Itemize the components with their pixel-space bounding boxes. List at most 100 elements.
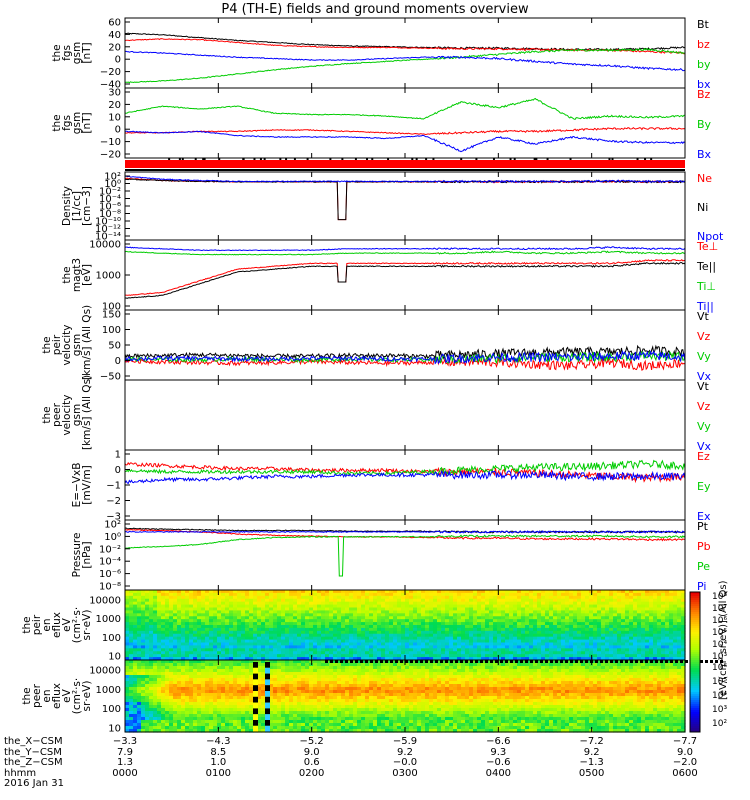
ephemeris-value-t: 0500 — [578, 767, 605, 779]
p2-ytick: 30 — [108, 88, 121, 99]
ephemeris-value-x: −3.3 — [112, 736, 138, 747]
colorbar — [689, 591, 701, 733]
quality-flag — [510, 660, 513, 663]
quality-flag — [480, 660, 483, 663]
quality-flag — [555, 660, 558, 663]
legend-p4-0: Te⊥ — [697, 240, 719, 253]
quality-flag — [645, 660, 648, 663]
colorbar-tick: 10³ — [712, 705, 728, 715]
electron-gap-mark — [265, 714, 270, 720]
ephemeris-label: the_Z−CSM — [4, 757, 63, 768]
electron-gap-mark — [253, 679, 258, 686]
ylabel-p8: Pressure [nPa] — [71, 532, 93, 578]
plot-title: P4 (TH-E) fields and ground moments over… — [221, 2, 529, 17]
panel-p7: 1 0 −1 −2 −3 — [106, 449, 686, 523]
quality-flag — [680, 660, 683, 663]
ephemeris-value-x: −5.2 — [299, 736, 324, 747]
colorbar-tick: 10⁵ — [712, 628, 728, 638]
legend-p1-0: Bt — [697, 18, 709, 31]
date-label: 2016 Jan 31 — [4, 778, 64, 789]
panel-p9 — [124, 589, 686, 661]
colorbar-tick: 10⁷ — [712, 604, 728, 614]
p1-ytick: 40 — [108, 30, 121, 41]
quality-flag — [350, 660, 353, 663]
p2-ytick: −20 — [100, 150, 121, 161]
colorbar-tick: 10⁶ — [712, 663, 728, 673]
ylabel-p1: the fgs gsm [nT] — [51, 41, 93, 65]
quality-flag — [340, 660, 343, 663]
quality-flag — [410, 660, 413, 663]
electron-gap-mark — [265, 720, 270, 726]
ephemeris-value-y: 8.5 — [210, 746, 227, 758]
electron-gap-mark — [253, 725, 258, 732]
p1-ytick: −20 — [100, 67, 121, 78]
frame-p8 — [124, 519, 686, 591]
p7-ytick: −2 — [106, 496, 121, 507]
legend-p6-0: Vt — [697, 380, 709, 393]
legend-p1-2: by — [697, 58, 711, 71]
p4-series-2 — [124, 250, 686, 256]
quality-flag — [420, 660, 423, 663]
quality-flag — [515, 660, 518, 663]
quality-flag — [525, 660, 528, 663]
ephemeris-value-z: −0.0 — [392, 757, 418, 768]
quality-flag — [415, 660, 418, 663]
quality-flag — [655, 660, 658, 663]
ylabel-p9: the peir en eflux eV (cm²·s· sr·eV) — [21, 606, 93, 644]
quality-flag — [565, 660, 568, 663]
quality-flag — [455, 660, 458, 663]
p7-series-2 — [124, 469, 686, 485]
ephemeris-value-x: −7.7 — [672, 736, 698, 747]
p7-series-0 — [124, 461, 686, 484]
electron-gap-mark — [253, 708, 258, 715]
p5-ytick: −50 — [100, 372, 121, 383]
ylabel-p3: Density [1/cc] [cm−3] — [61, 186, 93, 226]
legend-p3-1: Ni — [697, 201, 709, 214]
p5-ytick: 100 — [102, 325, 121, 336]
ephemeris-value-y: 9.3 — [490, 746, 507, 758]
quality-flag — [465, 660, 468, 663]
legend-p5-0: Vt — [697, 310, 709, 323]
p3-ytick: 10⁻¹⁴ — [95, 232, 121, 243]
ephemeris-value-y: 9.2 — [583, 746, 600, 758]
electron-gap-mark — [253, 673, 258, 680]
quality-flag — [660, 660, 663, 663]
ephemeris-label: hhmm — [4, 767, 37, 779]
quality-flag — [520, 660, 523, 663]
p3-series-1 — [124, 178, 686, 221]
electron-gap-mark — [265, 708, 270, 715]
quality-flag — [720, 660, 723, 663]
quality-flag — [595, 660, 598, 663]
p4-ytick: 100 — [102, 302, 121, 313]
ephemeris-value-t: 0300 — [392, 767, 418, 779]
heatmap-ytick: 100 — [102, 704, 121, 715]
ephemeris-value-t: 0600 — [672, 767, 698, 779]
ephemeris-value-z: −2.0 — [672, 757, 698, 768]
quality-flag — [435, 660, 438, 663]
p3-ytick: 10⁰ — [104, 179, 121, 190]
quality-flag — [560, 660, 563, 663]
p9-cells — [125, 590, 686, 661]
quality-flag — [545, 660, 548, 663]
p1-ytick: −40 — [100, 80, 121, 91]
p5-series-2 — [124, 350, 686, 365]
p3-series-2 — [124, 175, 686, 184]
legend-p1-1: bz — [697, 38, 710, 51]
ephemeris-label: the_Y−CSM — [4, 746, 62, 758]
quality-flag — [370, 660, 373, 663]
p1-series-1 — [124, 38, 686, 55]
ephemeris-column: −3.3 7.9 1.3 0000 — [95, 736, 155, 779]
legend-p6-2: Vy — [697, 420, 711, 433]
ephemeris-value-y: 7.9 — [117, 746, 133, 758]
p8-ytick: 10⁰ — [104, 532, 121, 543]
electron-gap-mark — [253, 714, 258, 720]
quality-flag — [390, 660, 393, 663]
quality-flag — [580, 660, 583, 663]
legend-p1-3: bx — [697, 78, 711, 91]
ylabel-p4: the magt3 [eV] — [61, 257, 93, 293]
quality-flag — [490, 660, 493, 663]
quality-flag — [705, 660, 708, 663]
electron-gap-mark — [253, 667, 258, 674]
electron-gap-mark — [253, 696, 258, 703]
quality-flag — [715, 660, 718, 663]
